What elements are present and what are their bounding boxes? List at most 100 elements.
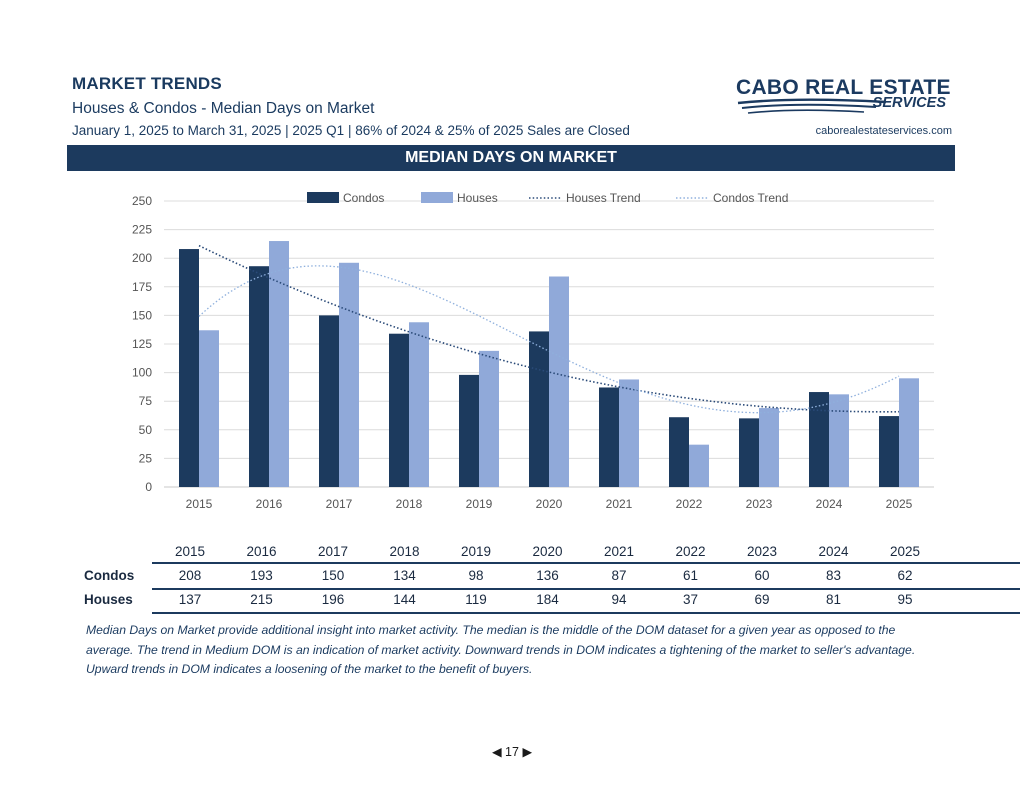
table-header-cell: 2020 — [532, 544, 563, 559]
y-tick-label: 75 — [139, 394, 153, 408]
y-tick-label: 25 — [139, 451, 153, 465]
triangle-right-icon[interactable]: ▶ — [522, 745, 533, 759]
x-tick-label: 2018 — [396, 497, 423, 511]
legend-houses-swatch — [421, 192, 453, 203]
website-link[interactable]: caborealestateservices.com — [815, 125, 952, 137]
table-cell: 37 — [682, 592, 699, 607]
table-header-cell: 2022 — [675, 544, 706, 559]
legend-houses-label: Houses — [457, 191, 498, 205]
logo-text-main: CABO REAL ESTATE — [736, 76, 951, 99]
table-cell: 60 — [754, 568, 770, 583]
table-cell: 81 — [825, 592, 842, 607]
table-divider — [152, 612, 1020, 614]
bar-houses — [829, 394, 849, 487]
table-header-cell: 2021 — [603, 544, 635, 559]
bar-condos — [389, 333, 409, 487]
x-tick-label: 2016 — [256, 497, 283, 511]
y-tick-label: 125 — [132, 337, 152, 351]
table-cell: 83 — [825, 568, 842, 583]
bar-houses — [619, 379, 639, 487]
x-tick-label: 2020 — [536, 497, 563, 511]
table-header-cell: 2017 — [317, 544, 349, 559]
table-cell: 69 — [754, 592, 770, 607]
legend-condos-swatch — [307, 192, 339, 203]
section-banner: MEDIAN DAYS ON MARKET — [67, 145, 955, 171]
bar-houses — [269, 241, 289, 487]
x-tick-label: 2015 — [186, 497, 213, 511]
y-tick-label: 50 — [139, 423, 153, 437]
table-cell: 184 — [536, 592, 559, 607]
bar-condos — [669, 417, 689, 487]
y-tick-label: 0 — [145, 480, 152, 494]
table-cell: 208 — [178, 568, 202, 583]
table-cell: 87 — [611, 568, 627, 583]
bar-houses — [479, 350, 499, 487]
table-cell: 134 — [393, 568, 416, 583]
x-tick-label: 2021 — [606, 497, 633, 511]
data-table: 2015 2016 2017 2018 2019 2020 2021 2022 2023 2024… — [80, 542, 1020, 614]
table-row: Condos 208 193 150 134 98 136 87 61 60 83 62 — [80, 566, 1020, 590]
table-cell: 144 — [393, 592, 416, 607]
table-header-cell: 2023 — [746, 544, 778, 559]
table-header-cell: 2025 — [889, 544, 921, 559]
table-header-cell: 2019 — [460, 544, 492, 559]
page-navigation: ◀ 17 ▶ — [0, 744, 1024, 759]
table-divider — [152, 588, 1020, 590]
x-tick-label: 2019 — [466, 497, 493, 511]
bar-condos — [879, 416, 899, 487]
y-tick-label: 150 — [132, 308, 152, 322]
legend-houses-trend-label: Houses Trend — [566, 191, 641, 205]
median-dom-chart: 0 25 50 75 100 125 150 175 200 225 250 2015 2016 2017… — [132, 191, 934, 511]
table-cell: 119 — [465, 592, 487, 607]
y-tick-label: 225 — [132, 223, 152, 237]
table-row-label: Houses — [84, 592, 133, 607]
table-cell: 136 — [536, 568, 559, 583]
triangle-left-icon[interactable]: ◀ — [491, 745, 502, 759]
x-tick-label: 2022 — [676, 497, 703, 511]
bar-houses — [759, 408, 779, 487]
x-tick-label: 2025 — [886, 497, 913, 511]
bar-houses — [199, 330, 219, 487]
legend-condos-label: Condos — [343, 191, 384, 205]
x-tick-label: 2023 — [746, 497, 773, 511]
table-cell: 98 — [468, 568, 484, 583]
trendline-houses — [198, 265, 900, 414]
bar-houses — [899, 378, 919, 487]
table-cell: 62 — [897, 568, 913, 583]
y-tick-label: 200 — [132, 251, 152, 265]
table-cell: 94 — [611, 592, 627, 607]
bar-houses — [339, 262, 359, 487]
bar-condos — [599, 387, 619, 487]
x-tick-label: 2024 — [816, 497, 843, 511]
legend-condos-trend-label: Condos Trend — [713, 191, 788, 205]
y-tick-label: 100 — [132, 366, 152, 380]
company-logo: CABO REAL ESTATE SERVICES — [736, 76, 954, 116]
table-cell: 193 — [250, 568, 273, 583]
y-tick-label: 250 — [132, 194, 152, 208]
bar-houses — [689, 444, 709, 487]
table-cell: 95 — [897, 592, 913, 607]
bar-houses — [549, 276, 569, 487]
table-header-row: 2015 2016 2017 2018 2019 2020 2021 2022 2023 2024… — [80, 542, 946, 566]
bar-condos — [249, 266, 269, 487]
table-cell: 137 — [178, 592, 202, 607]
bar-condos — [739, 418, 759, 487]
y-tick-label: 175 — [132, 280, 152, 294]
table-row-label: Condos — [84, 568, 135, 583]
logo-swoosh — [737, 98, 887, 114]
page-subtitle: Houses & Condos - Median Days on Market — [72, 100, 375, 117]
table-cell: 61 — [682, 568, 699, 583]
bar-condos — [179, 249, 199, 487]
bar-condos — [529, 331, 549, 487]
bar-condos — [459, 374, 479, 487]
table-header-cell: 2018 — [389, 544, 420, 559]
table-divider — [152, 562, 1020, 564]
x-tick-label: 2017 — [326, 497, 353, 511]
explanatory-note: Median Days on Market provide additional… — [86, 623, 916, 676]
table-cell: 196 — [321, 592, 345, 607]
bar-condos — [319, 315, 339, 487]
table-row: Houses 137 215 196 144 119 184 94 37 69 81 95 — [80, 590, 1020, 614]
date-range: January 1, 2025 to March 31, 2025 | 2025… — [72, 123, 630, 138]
table-header-cell: 2024 — [818, 544, 849, 559]
bar-houses — [409, 322, 429, 487]
